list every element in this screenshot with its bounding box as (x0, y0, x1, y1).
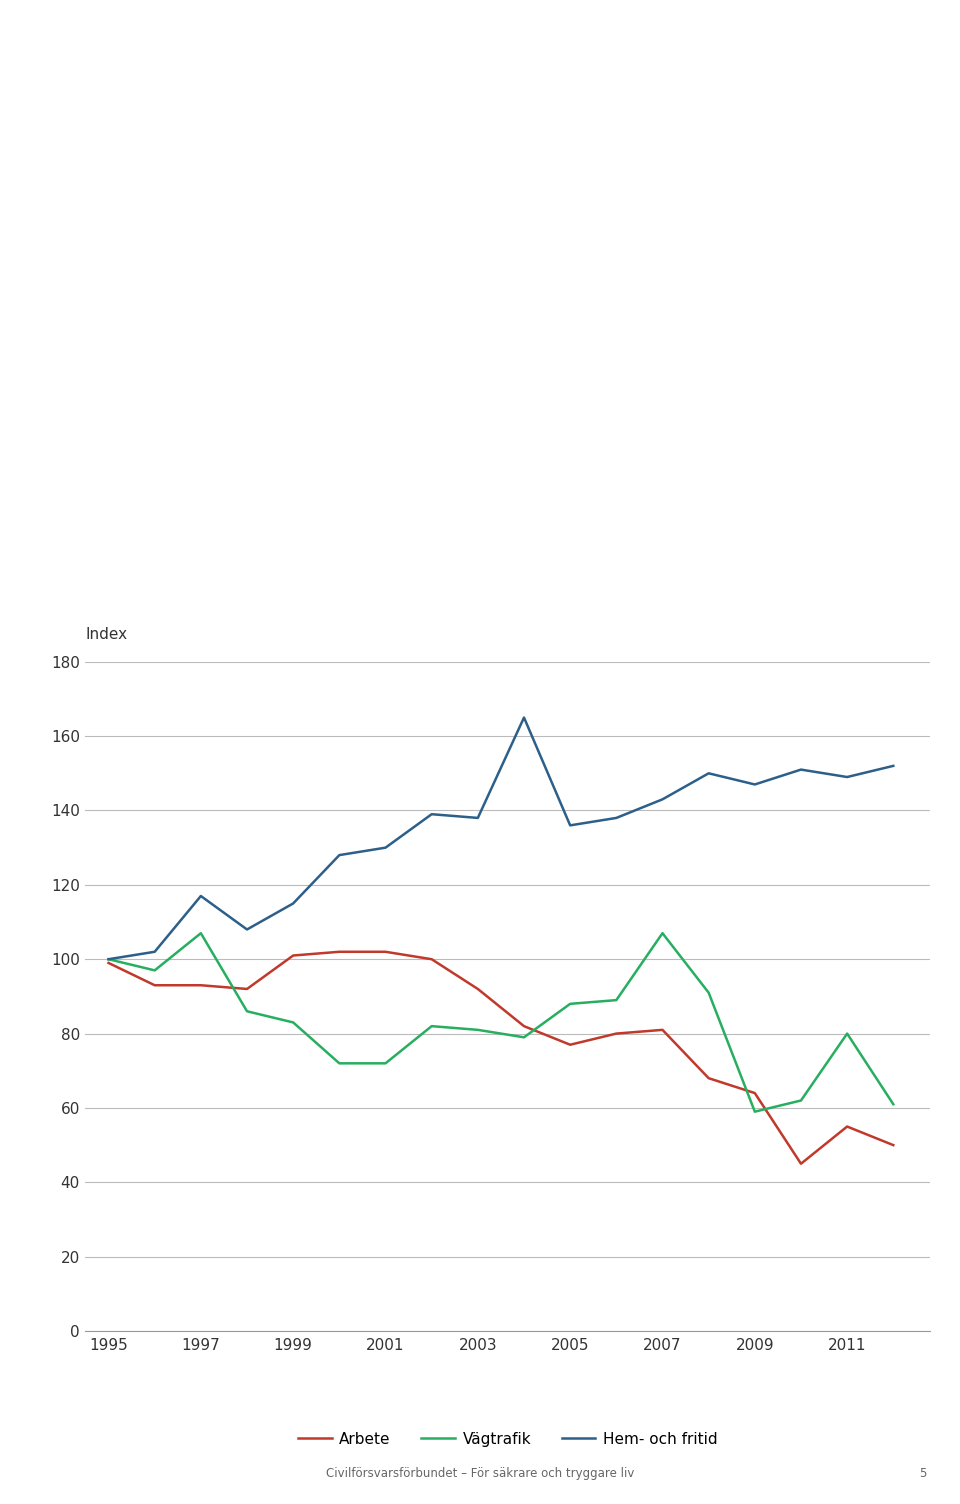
Arbete (103, 954, 114, 972)
Arbete (611, 1024, 622, 1042)
Text: Civilförsvarsförbundet – För säkrare och tryggare liv: Civilförsvarsförbundet – För säkrare och… (325, 1466, 635, 1480)
Vägtrafik (703, 984, 714, 1002)
Arbete (657, 1021, 668, 1039)
Hem- och fritid (426, 805, 438, 823)
Vägtrafik (472, 1021, 484, 1039)
Line: Vägtrafik: Vägtrafik (108, 932, 894, 1111)
Hem- och fritid (564, 817, 576, 835)
Hem- och fritid (149, 943, 160, 961)
Hem- och fritid (333, 847, 345, 865)
Hem- och fritid (749, 776, 760, 794)
Hem- och fritid (841, 769, 852, 787)
Hem- och fritid (241, 920, 252, 938)
Hem- och fritid (888, 757, 900, 775)
Arbete (195, 976, 206, 994)
Vägtrafik (103, 951, 114, 969)
Hem- och fritid (195, 887, 206, 905)
Hem- och fritid (657, 790, 668, 808)
Vägtrafik (426, 1017, 438, 1035)
Vägtrafik (611, 991, 622, 1009)
Arbete (380, 943, 392, 961)
Vägtrafik (564, 994, 576, 1012)
Text: Index: Index (85, 627, 128, 642)
Vägtrafik (149, 961, 160, 979)
Hem- och fritid (103, 951, 114, 969)
Hem- och fritid (380, 839, 392, 857)
Vägtrafik (749, 1102, 760, 1120)
Vägtrafik (380, 1054, 392, 1072)
Arbete (888, 1136, 900, 1154)
Hem- och fritid (287, 895, 299, 913)
Hem- och fritid (611, 809, 622, 827)
Arbete (518, 1017, 530, 1035)
Arbete (795, 1155, 806, 1173)
Text: 5: 5 (919, 1466, 926, 1480)
Arbete (703, 1069, 714, 1087)
Hem- och fritid (703, 764, 714, 782)
Hem- och fritid (795, 761, 806, 779)
Hem- och fritid (472, 809, 484, 827)
Arbete (426, 951, 438, 969)
Arbete (472, 981, 484, 999)
Vägtrafik (518, 1029, 530, 1047)
Hem- och fritid (518, 708, 530, 726)
Arbete (333, 943, 345, 961)
Arbete (241, 981, 252, 999)
Vägtrafik (795, 1092, 806, 1110)
Vägtrafik (195, 923, 206, 942)
Line: Hem- och fritid: Hem- och fritid (108, 717, 894, 960)
Arbete (287, 946, 299, 964)
Vägtrafik (657, 923, 668, 942)
Arbete (149, 976, 160, 994)
Vägtrafik (287, 1014, 299, 1032)
Line: Arbete: Arbete (108, 952, 894, 1164)
Vägtrafik (333, 1054, 345, 1072)
Arbete (841, 1117, 852, 1136)
Arbete (749, 1084, 760, 1102)
Vägtrafik (888, 1095, 900, 1113)
Vägtrafik (241, 1002, 252, 1020)
Vägtrafik (841, 1024, 852, 1042)
Arbete (564, 1036, 576, 1054)
Legend: Arbete, Vägtrafik, Hem- och fritid: Arbete, Vägtrafik, Hem- och fritid (292, 1426, 724, 1453)
